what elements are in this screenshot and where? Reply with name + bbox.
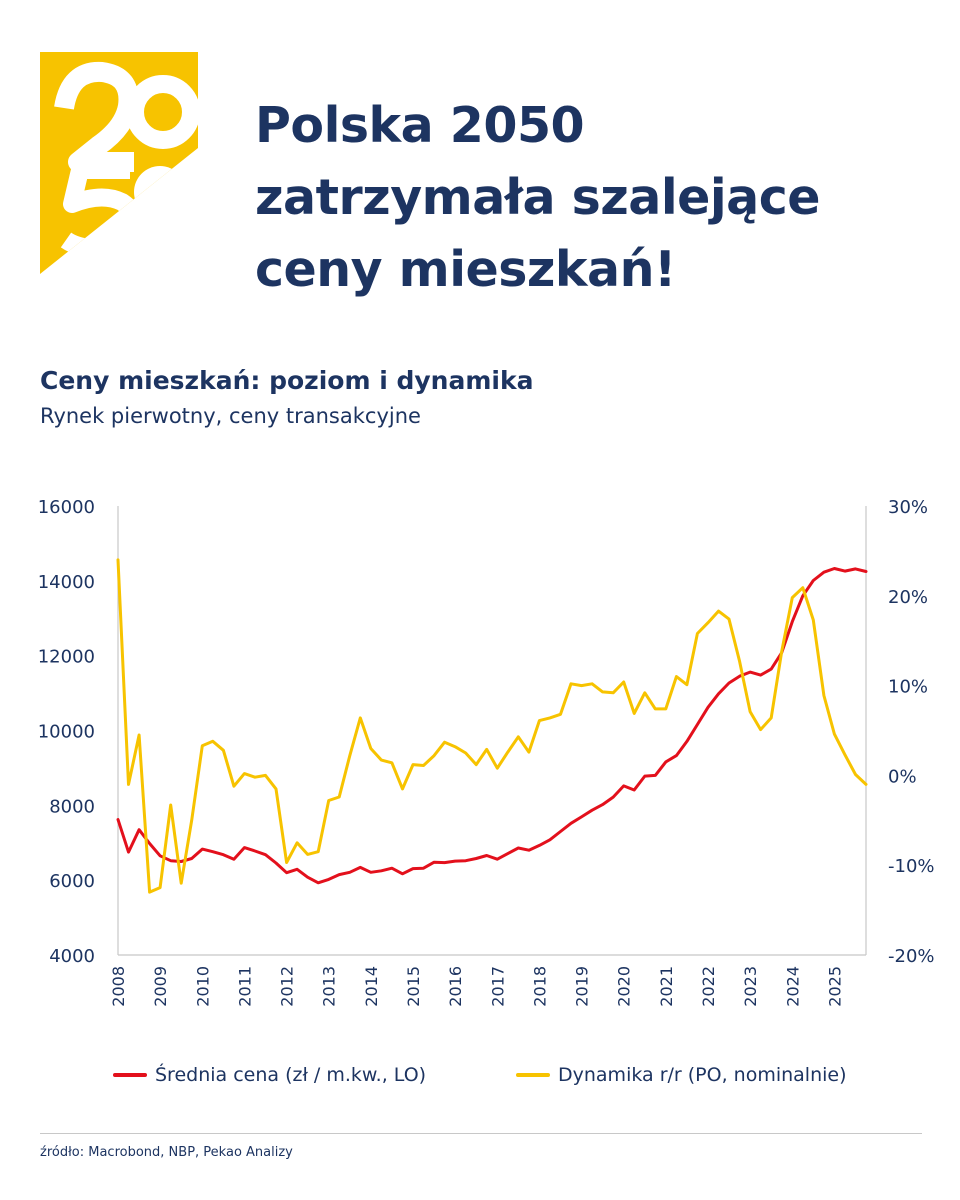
y-right-tick-label: 20% [888,587,928,608]
x-tick-label: 2021 [657,966,676,1007]
x-tick-label: 2014 [362,966,381,1007]
legend-label-price: Średnia cena (zł / m.kw., LO) [155,1064,427,1086]
polska-2050-logo [40,52,198,274]
y-left-tick-label: 14000 [38,572,95,593]
series-line-dynamics [116,558,868,894]
x-tick-label: 2012 [278,966,297,1007]
price-chart: 4000 6000 8000 10000 12000 14000 16000 -20% -10%… [38,497,935,1007]
y-left-tick-label: 12000 [38,647,95,668]
x-tick-label: 2018 [530,966,549,1007]
x-tick-label: 2010 [193,966,212,1007]
headline-line-2: zatrzymała szalejące [255,169,820,226]
headline-line-3: ceny mieszkań! [255,241,676,298]
series-line-price [116,567,868,885]
y-right-tick-label: -10% [888,856,935,877]
source-note: źródło: Macrobond, NBP, Pekao Analizy [40,1145,293,1160]
y-left-tick-label: 4000 [49,946,95,967]
y-left-tick-label: 8000 [49,796,95,817]
y-right-tick-label: 0% [888,766,917,787]
legend-swatch-price [113,1073,147,1077]
x-tick-label: 2015 [404,966,423,1007]
x-tick-label: 2025 [825,966,844,1007]
x-tick-label: 2011 [235,966,254,1007]
y-left-tick-label: 6000 [49,871,95,892]
legend-item-dynamics: Dynamika r/r (PO, nominalnie) [516,1064,847,1086]
headline: Polska 2050 zatrzymała szalejące ceny mi… [255,90,945,306]
chart-subtitle: Rynek pierwotny, ceny transakcyjne [40,404,421,428]
y-left-tick-label: 16000 [38,497,95,518]
x-tick-label: 2022 [699,966,718,1007]
y-right-tick-label: 10% [888,677,928,698]
x-tick-label: 2020 [615,966,634,1007]
footer-divider [40,1133,922,1134]
x-tick-label: 2016 [446,966,465,1007]
y-right-tick-label: 30% [888,497,928,518]
x-tick-label: 2024 [783,966,802,1007]
x-tick-label: 2017 [488,966,507,1007]
y-left-tick-label: 10000 [38,722,95,743]
x-tick-label: 2008 [109,966,128,1007]
legend-swatch-dynamics [516,1073,550,1077]
legend-label-dynamics: Dynamika r/r (PO, nominalnie) [558,1064,847,1086]
x-tick-label: 2019 [573,966,592,1007]
chart-title: Ceny mieszkań: poziom i dynamika [40,366,534,395]
x-tick-label: 2013 [320,966,339,1007]
headline-line-1: Polska 2050 [255,97,585,154]
y-right-tick-label: -20% [888,946,935,967]
legend-item-price: Średnia cena (zł / m.kw., LO) [113,1064,426,1086]
x-tick-label: 2023 [741,966,760,1007]
x-tick-label: 2009 [151,966,170,1007]
